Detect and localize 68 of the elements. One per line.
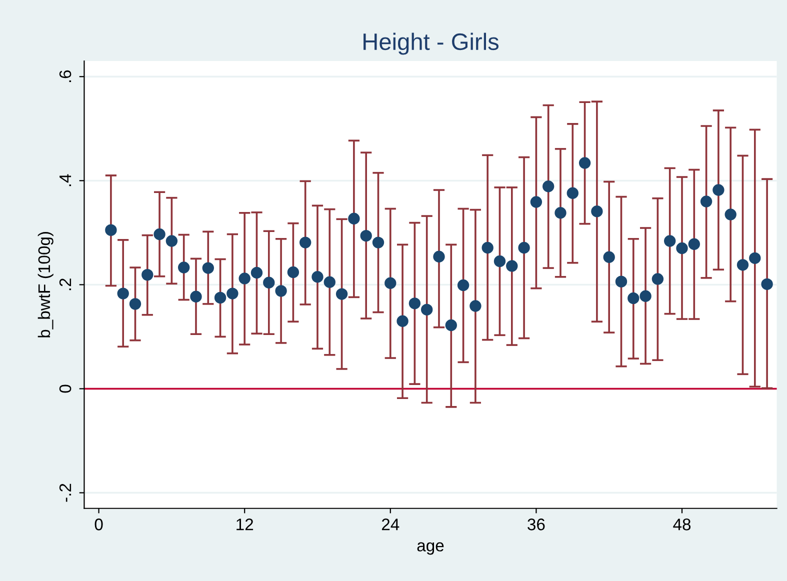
- point: [384, 277, 396, 289]
- x-tick-label: 36: [528, 518, 545, 530]
- point: [275, 285, 287, 297]
- point: [749, 252, 761, 264]
- point: [712, 184, 724, 196]
- point: [117, 288, 129, 300]
- point: [421, 304, 433, 316]
- y-tick-label: .6: [59, 70, 72, 82]
- point: [238, 272, 250, 284]
- x-tick-label: 24: [382, 518, 400, 530]
- point: [336, 288, 348, 300]
- point: [482, 242, 494, 254]
- point: [250, 266, 263, 279]
- x-axis-title: age: [417, 542, 444, 555]
- point: [396, 315, 408, 327]
- point: [178, 262, 190, 274]
- point: [105, 224, 117, 236]
- point: [214, 292, 226, 304]
- point: [688, 238, 700, 250]
- chart-title: Height - Girls: [364, 32, 499, 55]
- point: [664, 235, 676, 247]
- point: [190, 290, 202, 302]
- point: [166, 235, 178, 247]
- y-tick-label: -.2: [59, 484, 72, 502]
- point: [408, 298, 421, 310]
- point: [445, 319, 457, 332]
- point: [324, 276, 336, 288]
- point: [226, 288, 238, 300]
- point: [129, 298, 142, 310]
- point: [676, 242, 688, 254]
- point: [628, 292, 640, 304]
- point: [348, 212, 360, 224]
- point: [506, 260, 518, 272]
- y-axis-title: b_bwtF (100g): [38, 232, 54, 338]
- point: [287, 266, 300, 278]
- y-tick-label: .2: [59, 278, 72, 290]
- point: [154, 228, 166, 240]
- point: [142, 268, 154, 281]
- point: [566, 187, 578, 199]
- point: [360, 230, 372, 242]
- point: [530, 196, 542, 208]
- point: [761, 278, 773, 290]
- x-tick-label: 48: [673, 518, 691, 530]
- point: [470, 300, 482, 312]
- point: [299, 236, 312, 248]
- point: [433, 250, 445, 262]
- point: [202, 262, 214, 274]
- point: [457, 279, 470, 292]
- point: [518, 242, 530, 254]
- point: [700, 196, 712, 208]
- point: [591, 205, 603, 218]
- y-tick-label: 0: [59, 384, 72, 393]
- point: [494, 255, 506, 268]
- point: [542, 180, 554, 192]
- x-tick-label: 12: [236, 518, 254, 530]
- point: [736, 259, 749, 271]
- point: [554, 207, 566, 219]
- point: [615, 276, 628, 288]
- point: [312, 271, 324, 283]
- y-tick-label: .4: [60, 174, 72, 186]
- point: [724, 208, 736, 220]
- point: [652, 273, 664, 285]
- point: [578, 157, 591, 169]
- point: [603, 251, 615, 263]
- point: [263, 276, 275, 288]
- point: [372, 236, 384, 248]
- point: [640, 290, 652, 302]
- x-tick-label: 0: [94, 518, 103, 530]
